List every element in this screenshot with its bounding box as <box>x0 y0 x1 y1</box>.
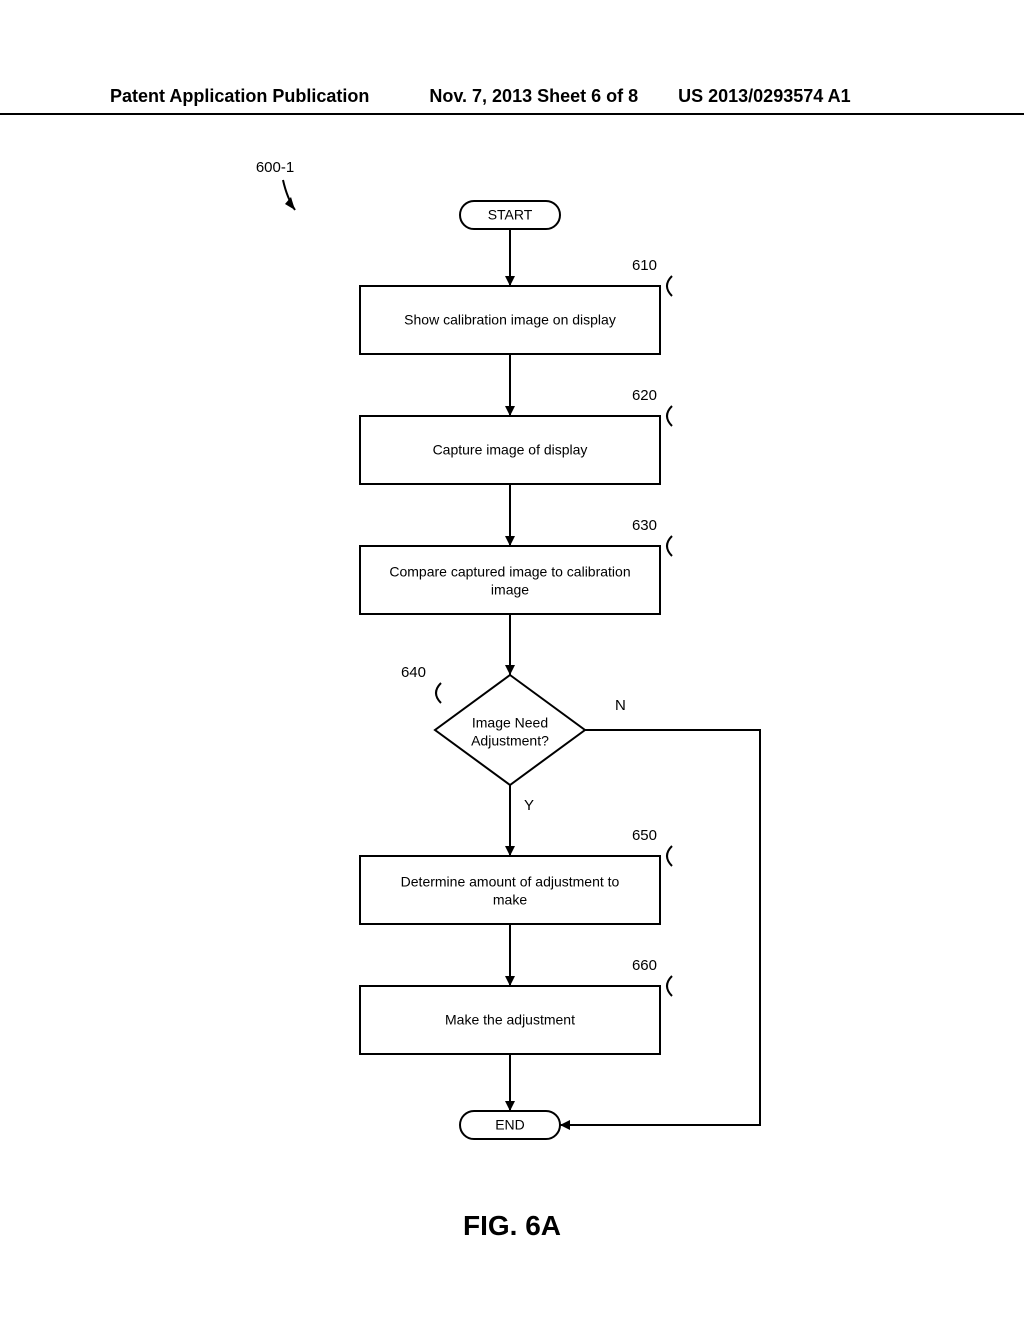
svg-text:650: 650 <box>632 827 657 844</box>
svg-text:Make the adjustment: Make the adjustment <box>445 1012 575 1028</box>
svg-text:610: 610 <box>632 257 657 274</box>
header-right: US 2013/0293574 A1 <box>678 86 850 107</box>
svg-text:Show calibration image on disp: Show calibration image on display <box>404 312 616 328</box>
svg-text:630: 630 <box>632 517 657 534</box>
svg-text:START: START <box>488 207 533 223</box>
patent-header: Patent Application Publication Nov. 7, 2… <box>0 86 1024 115</box>
svg-text:N: N <box>615 697 626 714</box>
flowchart-svg: 600-1 START Show calibration image on disp… <box>0 140 1024 1200</box>
svg-text:make: make <box>493 892 527 908</box>
svg-text:620: 620 <box>632 387 657 404</box>
svg-text:Compare captured image to cali: Compare captured image to calibration <box>389 564 630 580</box>
header-center: Nov. 7, 2013 Sheet 6 of 8 <box>429 86 638 107</box>
svg-text:600-1: 600-1 <box>256 159 294 176</box>
svg-text:Image Need: Image Need <box>472 715 548 731</box>
svg-text:END: END <box>495 1117 525 1133</box>
svg-text:Determine amount of adjustment: Determine amount of adjustment to <box>401 874 620 890</box>
svg-text:Y: Y <box>524 797 534 814</box>
svg-text:660: 660 <box>632 957 657 974</box>
header-left: Patent Application Publication <box>110 86 369 107</box>
svg-text:image: image <box>491 582 529 598</box>
flowchart-container: 600-1 START Show calibration image on disp… <box>0 140 1024 1205</box>
svg-text:640: 640 <box>401 664 426 681</box>
svg-text:Adjustment?: Adjustment? <box>471 733 549 749</box>
figure-caption: FIG. 6A <box>0 1210 1024 1242</box>
svg-text:Capture image of display: Capture image of display <box>433 442 588 458</box>
